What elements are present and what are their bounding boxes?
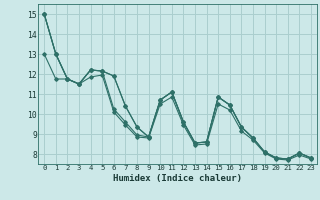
X-axis label: Humidex (Indice chaleur): Humidex (Indice chaleur) [113,174,242,183]
